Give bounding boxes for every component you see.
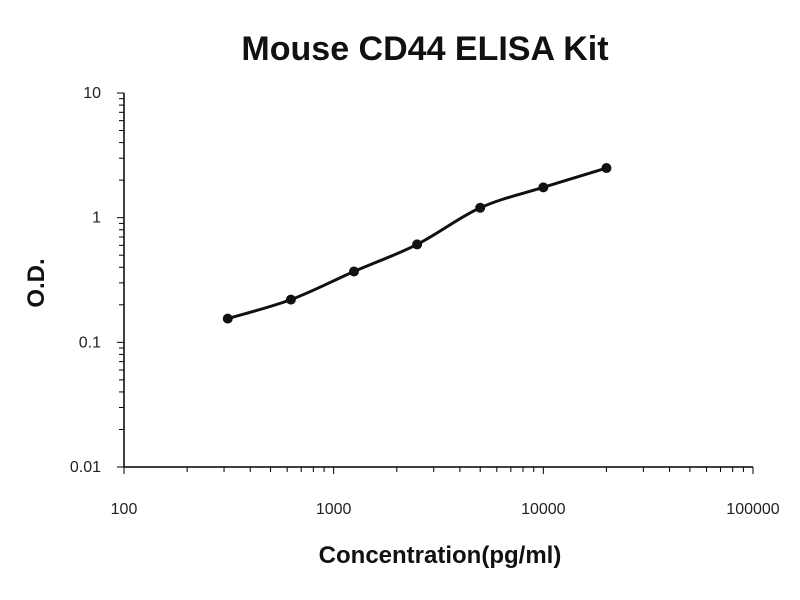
data-point xyxy=(475,202,486,213)
x-axis-title: Concentration(pg/ml) xyxy=(319,542,562,569)
data-point xyxy=(538,182,549,193)
y-axis-title: O.D. xyxy=(23,258,50,307)
data-point xyxy=(348,266,359,277)
y-tick-label: 0.1 xyxy=(79,334,101,351)
x-tick-label: 10000 xyxy=(521,501,566,518)
data-point xyxy=(412,239,423,250)
chart-title: Mouse CD44 ELISA Kit xyxy=(241,30,608,68)
axis-tick-labels: 100 1000 10000 100000 0.01 0.1 1 10 xyxy=(70,85,780,518)
data-point xyxy=(222,313,233,324)
y-tick-label: 10 xyxy=(83,85,101,102)
x-tick-label: 100 xyxy=(111,501,138,518)
axis-ticks xyxy=(117,92,754,474)
x-tick-label: 100000 xyxy=(726,501,779,518)
axes xyxy=(123,93,753,468)
y-tick-label: 1 xyxy=(92,210,101,227)
data-point xyxy=(601,163,612,174)
data-point xyxy=(285,294,296,305)
data-points-layer xyxy=(222,163,612,324)
y-tick-label: 0.01 xyxy=(70,459,101,476)
x-tick-label: 1000 xyxy=(316,501,352,518)
